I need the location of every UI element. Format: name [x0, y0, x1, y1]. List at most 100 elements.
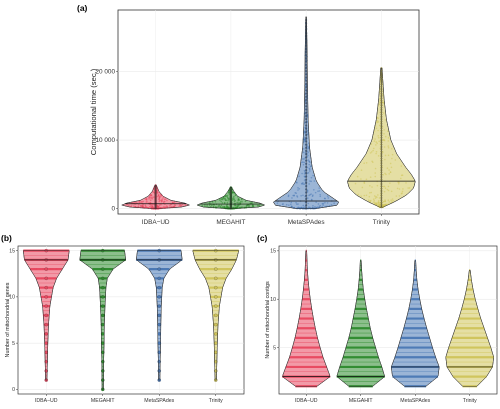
violin-point: [387, 145, 390, 147]
violin-outline: [22, 250, 70, 381]
violin-point: [384, 200, 386, 203]
panel-a-x-tick-label: IDBA−UD: [142, 219, 170, 226]
violin-tail-point: [157, 276, 161, 281]
violin-tail-point: [44, 267, 48, 271]
panel-a-y-tick-label: 0: [111, 205, 115, 212]
violin-point: [233, 200, 236, 203]
violin-point: [388, 169, 390, 171]
violin-outline: [136, 250, 183, 381]
violin-tail-point: [101, 378, 105, 382]
violin-tail-point: [214, 276, 218, 281]
violin-point: [306, 130, 309, 132]
violin-point: [297, 187, 299, 189]
violin-point: [308, 168, 311, 171]
violin-tail-point: [157, 304, 161, 308]
violin-point: [307, 154, 309, 157]
violin-outline: [79, 250, 126, 390]
violin-point: [248, 204, 251, 207]
violin-point: [386, 167, 389, 169]
violin-point: [382, 112, 385, 114]
panel-b-violin-idbaud: [22, 248, 70, 382]
violin-tail-point: [157, 285, 161, 290]
violin-point: [165, 205, 168, 207]
violin-point: [371, 161, 374, 164]
violin-point: [145, 199, 148, 201]
violin-tail-point: [101, 276, 105, 281]
violin-point: [96, 268, 98, 270]
violin-tail-point: [101, 267, 105, 271]
violin-point: [384, 154, 387, 157]
violin-point: [49, 277, 51, 280]
violin-point: [47, 314, 50, 317]
violin-point: [309, 180, 311, 182]
violin-point: [214, 200, 217, 203]
violin-point: [402, 188, 404, 190]
violin-point: [222, 197, 225, 199]
violin-point: [387, 146, 390, 149]
violin-point: [42, 268, 45, 270]
violin-point: [40, 296, 43, 298]
violin-point: [383, 146, 386, 148]
violin-point: [156, 189, 159, 192]
violin-point: [318, 190, 321, 192]
violin-point: [301, 172, 303, 175]
panel-c-y-tick-label: 10: [270, 297, 276, 303]
violin-point: [222, 198, 224, 201]
violin-point: [378, 103, 381, 106]
violin-point: [226, 205, 228, 208]
violin-point: [296, 196, 299, 198]
violin-point: [303, 122, 306, 124]
violin-tail-point: [157, 322, 161, 327]
violin-point: [377, 117, 379, 119]
violin-point: [218, 268, 221, 270]
violin-tail-point: [44, 332, 48, 336]
violin-point: [128, 204, 130, 207]
violin-point: [134, 206, 137, 208]
violin-point: [104, 277, 106, 280]
violin-point: [390, 147, 393, 150]
violin-point: [210, 277, 213, 280]
violin-point: [392, 199, 394, 202]
violin-point: [288, 204, 290, 206]
violin-point: [236, 201, 239, 204]
violin-point: [377, 135, 380, 137]
panel-a-x-tick-label: MetaSPAdes: [288, 219, 325, 226]
violin-point: [148, 206, 151, 208]
violin-point: [384, 187, 387, 190]
violin-point: [226, 268, 228, 270]
violin-point: [389, 162, 392, 165]
violin-point: [150, 268, 152, 270]
violin-point: [212, 206, 215, 209]
violin-point: [377, 202, 380, 204]
violin-point: [395, 195, 398, 197]
violin-point: [376, 203, 379, 206]
violin-point: [93, 268, 95, 270]
violin-point: [245, 206, 248, 209]
violin-point: [306, 190, 309, 192]
violin-point: [251, 201, 253, 204]
violin-point: [372, 147, 375, 150]
violin-point: [157, 194, 160, 197]
violin-point: [375, 195, 377, 198]
violin-point: [312, 194, 314, 196]
violin-point: [220, 200, 222, 203]
violin-point: [209, 202, 211, 204]
violin-point: [408, 187, 411, 189]
violin-point: [387, 140, 390, 142]
violin-point: [303, 179, 306, 181]
violin-point: [308, 160, 310, 163]
violin-point: [388, 173, 391, 175]
violin-point: [211, 296, 214, 298]
violin-point: [238, 204, 241, 206]
violin-point: [251, 204, 254, 207]
violin-point: [137, 203, 140, 206]
violin-point: [312, 204, 314, 207]
violin-point: [333, 202, 335, 205]
violin-point: [382, 204, 385, 207]
violin-tail-point: [214, 322, 218, 327]
violin-point: [233, 195, 235, 198]
violin-point: [378, 140, 380, 143]
violin-point: [324, 197, 326, 200]
panel-c: (c) 5 10 15 IDBA−UD MEGAHIT MetaSPAdes Trinit…: [257, 233, 498, 404]
panel-b-x-tick-label: MEGAHIT: [91, 398, 115, 404]
